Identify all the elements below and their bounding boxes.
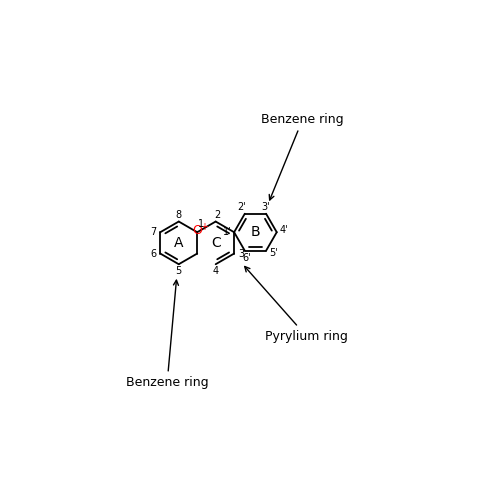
Text: A: A: [174, 236, 184, 250]
Text: 3: 3: [238, 248, 244, 259]
Text: Benzene ring: Benzene ring: [262, 112, 344, 200]
Text: 5': 5': [268, 247, 278, 258]
Text: C: C: [211, 236, 220, 250]
Text: 5: 5: [176, 266, 182, 276]
Text: 1': 1': [223, 227, 232, 237]
Text: 4': 4': [280, 225, 288, 235]
Text: B: B: [250, 225, 260, 239]
Text: 6: 6: [150, 248, 156, 259]
Text: 2: 2: [214, 210, 220, 220]
Text: 8: 8: [176, 210, 182, 220]
Text: 7: 7: [150, 227, 156, 237]
Text: Pyrylium ring: Pyrylium ring: [244, 267, 348, 343]
Text: 3': 3': [262, 202, 270, 212]
Text: 6': 6': [242, 253, 251, 263]
Text: 2': 2': [238, 202, 246, 212]
Text: +: +: [200, 222, 208, 232]
Text: 1: 1: [198, 219, 204, 229]
Text: Benzene ring: Benzene ring: [126, 280, 208, 390]
Text: O: O: [192, 224, 202, 237]
Text: 4: 4: [212, 266, 218, 276]
